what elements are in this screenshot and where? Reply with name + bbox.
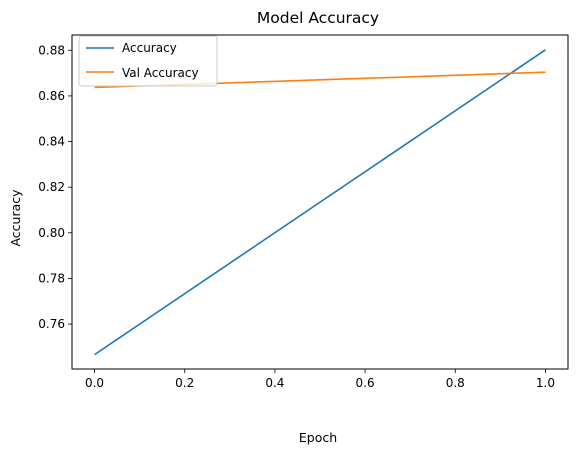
chart-title: Model Accuracy: [257, 9, 379, 27]
series-line-accuracy: [94, 49, 546, 356]
y-tick-label: 0.76: [38, 317, 65, 331]
y-tick-label: 0.78: [38, 271, 65, 285]
plot-area: [71, 34, 569, 370]
y-tick-label: 0.86: [38, 89, 65, 103]
legend: Accuracy Val Accuracy: [78, 35, 218, 87]
x-tick-label: 0.6: [356, 376, 375, 390]
x-tick-label: 0.8: [446, 376, 465, 390]
y-tick-label: 0.84: [38, 135, 65, 149]
legend-label-val-accuracy: Val Accuracy: [122, 66, 199, 80]
x-tick-label: 1.0: [536, 376, 555, 390]
y-tick-label: 0.80: [38, 226, 65, 240]
x-tick-label: 0.4: [265, 376, 284, 390]
x-axis-ticks: 0.0 0.2 0.4 0.6 0.8 1.0: [85, 369, 555, 390]
y-axis-ticks: 0.76 0.78 0.80 0.82 0.84 0.86 0.88: [38, 43, 72, 331]
x-tick-label: 0.2: [175, 376, 194, 390]
y-tick-label: 0.82: [38, 180, 65, 194]
y-tick-label: 0.88: [38, 43, 65, 57]
x-axis-label: Epoch: [299, 430, 337, 445]
x-tick-label: 0.0: [85, 376, 104, 390]
legend-label-accuracy: Accuracy: [122, 41, 177, 55]
y-axis-label: Accuracy: [8, 189, 23, 247]
